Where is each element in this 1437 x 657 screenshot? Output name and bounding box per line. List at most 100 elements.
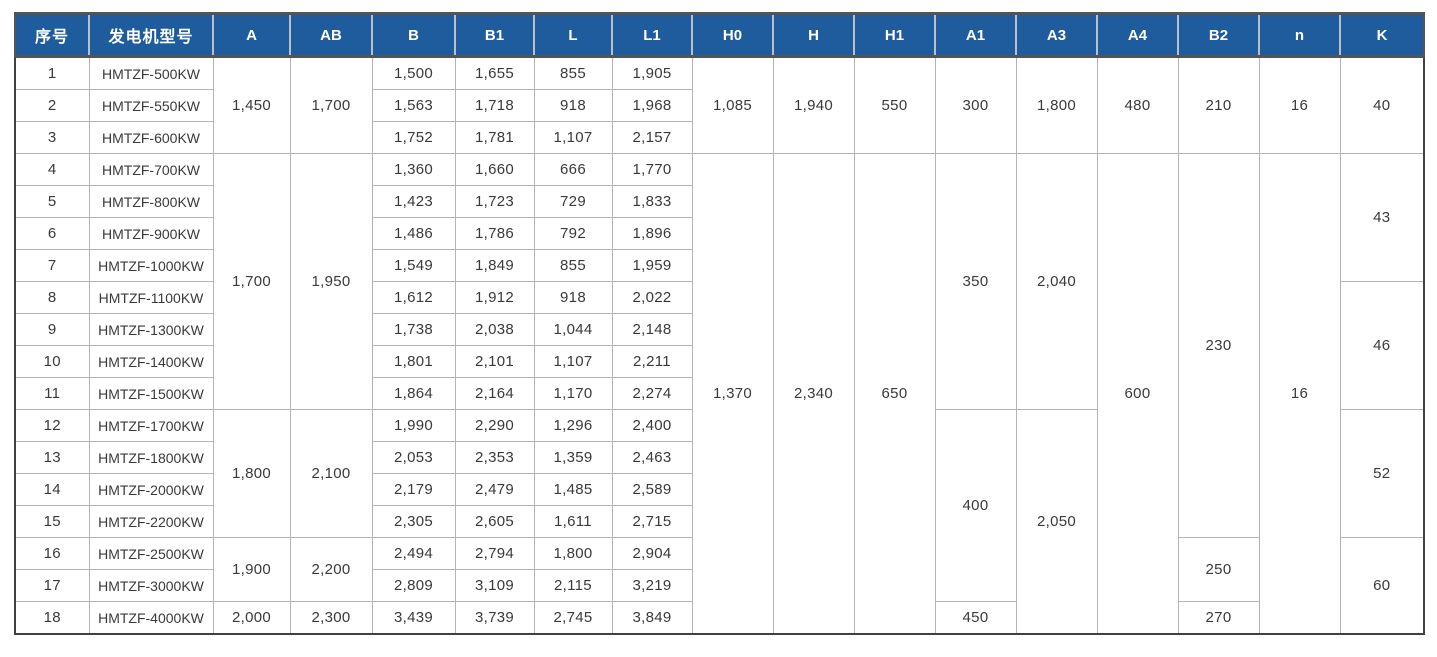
cell-L: 1,296 [533, 409, 613, 442]
cell-A: 1,450 [212, 56, 291, 154]
cell-H1: 550 [853, 56, 936, 154]
table-row: 8 HMTZF-1100KW 1,612 1,912 918 2,022 46 [14, 281, 1425, 410]
cell-model: HMTZF-700KW [88, 153, 214, 186]
column-header-B2: B2 [1177, 12, 1259, 58]
cell-B: 1,864 [371, 377, 456, 410]
cell-B1: 2,605 [454, 505, 535, 538]
cell-index: 11 [14, 377, 90, 410]
cell-A1: 350 [934, 153, 1017, 410]
cell-L1: 3,849 [611, 601, 693, 635]
cell-B2: 210 [1177, 56, 1260, 154]
cell-B: 1,563 [371, 89, 456, 122]
cell-L1: 2,211 [611, 345, 693, 378]
column-header-B: B [371, 12, 455, 58]
cell-index: 13 [14, 441, 90, 474]
cell-B1: 2,479 [454, 473, 535, 506]
column-header-index: 序号 [14, 12, 89, 58]
cell-H0: 1,085 [691, 56, 774, 154]
table-row: 10 HMTZF-1400KW 1,801 2,101 1,107 2,211 [14, 345, 1424, 378]
cell-index: 1 [14, 56, 90, 90]
cell-B1: 1,849 [454, 249, 535, 282]
column-header-model: 发电机型号 [88, 12, 213, 58]
cell-model: HMTZF-2000KW [88, 473, 214, 506]
cell-K: 52 [1339, 409, 1425, 538]
cell-L1: 2,157 [611, 121, 693, 154]
cell-B1: 2,038 [454, 313, 535, 346]
table-header: 序号 发电机型号 A AB B B1 L L1 H0 H H1 A1 A3 A4… [14, 12, 1425, 58]
cell-L1: 1,905 [611, 56, 693, 90]
cell-B: 1,423 [371, 185, 456, 218]
cell-B1: 1,655 [454, 56, 535, 90]
column-header-B1: B1 [454, 12, 534, 58]
cell-L1: 2,400 [611, 409, 693, 442]
cell-K: 40 [1339, 56, 1425, 154]
cell-L1: 2,274 [611, 377, 693, 410]
table-row: 13 HMTZF-1800KW 2,053 2,353 1,359 2,463 [14, 441, 1424, 474]
cell-model: HMTZF-500KW [88, 56, 214, 90]
cell-B1: 1,786 [454, 217, 535, 250]
cell-AB: 2,100 [289, 409, 373, 538]
cell-n: 16 [1258, 153, 1341, 635]
column-header-H1: H1 [853, 12, 935, 58]
table-row: 17 HMTZF-3000KW 2,809 3,109 2,115 3,219 [14, 569, 1424, 602]
cell-K: 46 [1339, 281, 1425, 410]
cell-B: 1,752 [371, 121, 456, 154]
cell-A: 1,900 [212, 537, 291, 602]
cell-H0: 1,370 [691, 153, 774, 635]
cell-B: 2,809 [371, 569, 456, 602]
table-row: 15 HMTZF-2200KW 2,305 2,605 1,611 2,715 [14, 505, 1424, 538]
cell-model: HMTZF-4000KW [88, 601, 214, 635]
cell-L: 1,359 [533, 441, 613, 474]
cell-model: HMTZF-1700KW [88, 409, 214, 442]
cell-B1: 3,739 [454, 601, 535, 635]
cell-B: 2,305 [371, 505, 456, 538]
cell-model: HMTZF-1500KW [88, 377, 214, 410]
cell-index: 2 [14, 89, 90, 122]
cell-B: 1,486 [371, 217, 456, 250]
cell-B: 1,360 [371, 153, 456, 186]
cell-B1: 1,718 [454, 89, 535, 122]
cell-model: HMTZF-1300KW [88, 313, 214, 346]
cell-AB: 2,200 [289, 537, 373, 602]
cell-L: 2,115 [533, 569, 613, 602]
cell-B: 1,738 [371, 313, 456, 346]
cell-A: 2,000 [212, 601, 291, 635]
cell-B2: 270 [1177, 601, 1260, 635]
cell-index: 10 [14, 345, 90, 378]
cell-L: 729 [533, 185, 613, 218]
cell-model: HMTZF-2200KW [88, 505, 214, 538]
cell-L1: 2,715 [611, 505, 693, 538]
cell-A: 1,700 [212, 153, 291, 410]
cell-B: 1,549 [371, 249, 456, 282]
cell-index: 17 [14, 569, 90, 602]
cell-B: 1,801 [371, 345, 456, 378]
column-header-K: K [1339, 12, 1425, 58]
cell-B: 1,612 [371, 281, 456, 314]
cell-L1: 1,833 [611, 185, 693, 218]
cell-L: 918 [533, 281, 613, 314]
cell-index: 5 [14, 185, 90, 218]
column-header-L: L [533, 12, 612, 58]
cell-model: HMTZF-1000KW [88, 249, 214, 282]
cell-L: 1,107 [533, 121, 613, 154]
cell-B: 2,179 [371, 473, 456, 506]
cell-L1: 1,959 [611, 249, 693, 282]
cell-L: 1,485 [533, 473, 613, 506]
cell-model: HMTZF-550KW [88, 89, 214, 122]
cell-L1: 2,463 [611, 441, 693, 474]
column-header-n: n [1258, 12, 1340, 58]
table-row: 12 HMTZF-1700KW 1,800 2,100 1,990 2,290 1,296 2… [14, 409, 1425, 635]
table-row: 6 HMTZF-900KW 1,486 1,786 792 1,896 [14, 217, 1424, 250]
cell-B1: 2,353 [454, 441, 535, 474]
table-row: 11 HMTZF-1500KW 1,864 2,164 1,170 2,274 [14, 377, 1424, 410]
cell-AB: 2,300 [289, 601, 373, 635]
generator-spec-table: 序号 发电机型号 A AB B B1 L L1 H0 H H1 A1 A3 A4… [14, 12, 1425, 635]
cell-index: 14 [14, 473, 90, 506]
cell-B1: 1,912 [454, 281, 535, 314]
table-row: 4 HMTZF-700KW 1,700 1,950 1,360 1,660 666 1,770… [14, 153, 1425, 635]
cell-B: 1,500 [371, 56, 456, 90]
cell-B1: 2,290 [454, 409, 535, 442]
column-header-L1: L1 [611, 12, 692, 58]
cell-AB: 1,700 [289, 56, 373, 154]
cell-B1: 1,781 [454, 121, 535, 154]
